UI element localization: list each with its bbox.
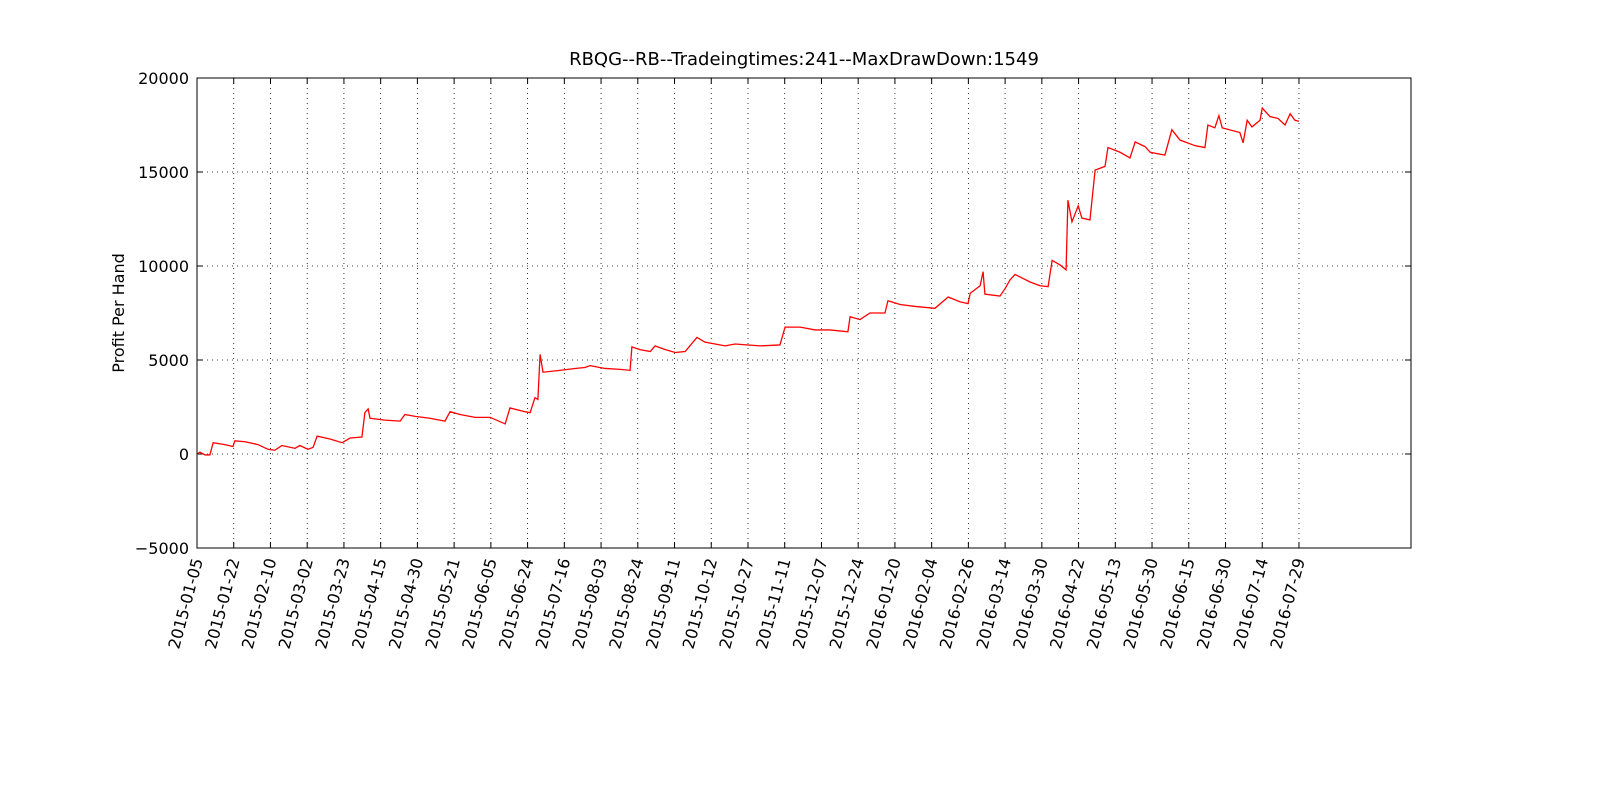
- y-tick-label: 5000: [148, 351, 189, 370]
- data-line: [196, 106, 1300, 456]
- y-tick-label: 20000: [138, 69, 189, 88]
- chart-title: RBQG--RB--Tradeingtimes:241--MaxDrawDown…: [569, 49, 1039, 70]
- plot-frame: [196, 77, 1412, 549]
- y-tick-label: 10000: [138, 257, 189, 276]
- y-tick-label: 0: [179, 445, 189, 464]
- y-tick-label: 15000: [138, 163, 189, 182]
- y-tick-label: −5000: [135, 539, 189, 558]
- y-axis-label: Profit Per Hand: [109, 253, 128, 373]
